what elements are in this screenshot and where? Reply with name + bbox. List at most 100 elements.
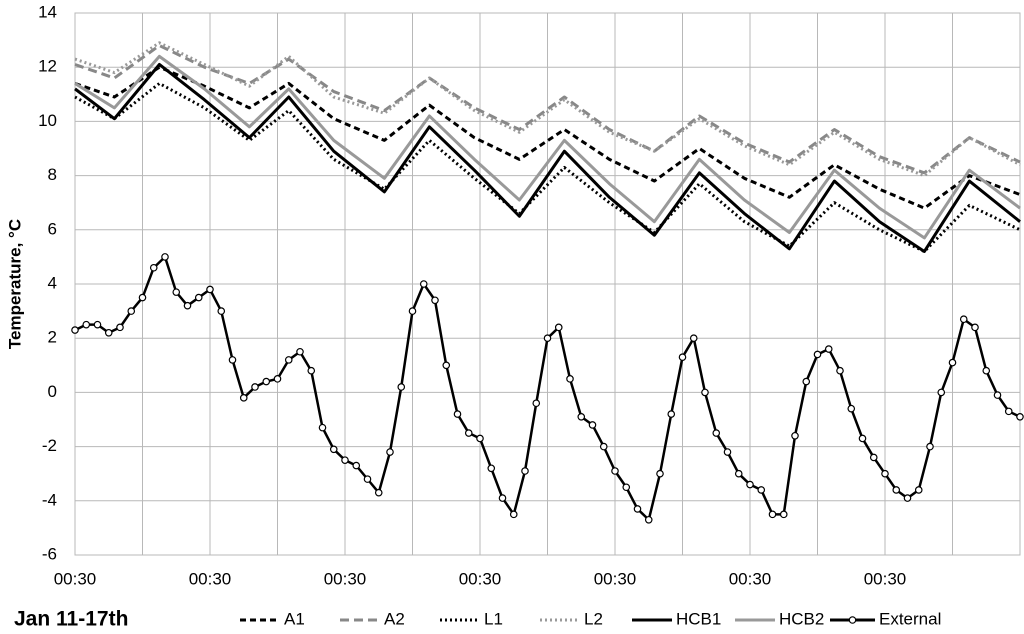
series-marker — [363, 475, 372, 483]
x-tick-label: 00:30 — [189, 569, 232, 588]
legend-label: L2 — [584, 609, 603, 628]
series-marker — [419, 280, 428, 288]
series-marker — [858, 434, 867, 443]
series-marker — [914, 486, 923, 494]
series-marker — [779, 510, 788, 519]
series-marker — [127, 307, 136, 315]
series-marker — [521, 467, 529, 475]
series-marker — [689, 334, 698, 343]
series-marker — [251, 383, 259, 391]
series-marker — [273, 375, 282, 383]
series-marker — [431, 296, 439, 305]
x-axis-label: Jan 11-17th — [14, 608, 128, 631]
plot-border — [74, 12, 1021, 556]
series-marker — [746, 480, 754, 489]
series-marker — [892, 486, 901, 494]
series-marker — [149, 263, 158, 272]
series-marker — [656, 469, 664, 478]
series-marker — [1016, 412, 1024, 421]
series-marker — [374, 488, 383, 497]
series-marker — [116, 323, 124, 332]
series-marker — [948, 358, 957, 367]
legend-marker — [848, 616, 857, 624]
series-marker — [971, 323, 979, 332]
series-marker — [667, 410, 676, 418]
series-marker — [926, 442, 934, 451]
series-line — [74, 65, 1021, 210]
series-marker — [532, 399, 541, 408]
legend-label: L1 — [484, 609, 503, 628]
y-tick-label: 0 — [48, 382, 57, 401]
series-marker — [757, 486, 766, 494]
series-marker — [937, 388, 946, 397]
series-marker — [509, 510, 518, 519]
series-marker — [802, 377, 811, 386]
series-marker — [993, 391, 1002, 399]
y-tick-label: 14 — [38, 2, 57, 21]
y-tick-label: 6 — [48, 219, 57, 238]
series-marker — [723, 448, 732, 456]
series-marker — [869, 453, 878, 462]
series-marker — [352, 461, 361, 470]
series-marker — [183, 301, 192, 310]
series-marker — [476, 434, 484, 443]
series-marker — [329, 445, 338, 454]
series-marker — [408, 307, 417, 315]
series-line — [74, 62, 1021, 253]
series-marker — [543, 334, 552, 343]
series-marker — [498, 494, 507, 502]
series-marker — [82, 320, 91, 329]
series-marker — [824, 345, 833, 353]
series-marker — [566, 375, 574, 383]
series-marker — [813, 350, 822, 359]
series-marker — [93, 320, 102, 329]
series-marker — [194, 293, 203, 302]
x-tick-label: 00:30 — [324, 569, 367, 588]
series-marker — [138, 293, 147, 302]
series-marker — [104, 328, 113, 337]
legend-label: External — [879, 609, 941, 628]
y-tick-label: 10 — [38, 111, 57, 130]
series-marker — [622, 483, 631, 492]
series-marker — [206, 285, 214, 294]
y-tick-label: 12 — [38, 57, 57, 76]
series-marker — [734, 469, 743, 478]
series-marker — [172, 288, 181, 296]
legend-label: HCB2 — [779, 609, 824, 628]
series-marker — [768, 510, 777, 519]
series-marker — [386, 448, 394, 456]
series-marker — [633, 505, 642, 513]
y-axis-label: Temperature, °C — [5, 219, 24, 349]
x-tick-label: 00:30 — [54, 569, 97, 588]
x-tick-label: 00:30 — [864, 569, 907, 588]
series-marker — [644, 515, 653, 524]
y-tick-label: -4 — [42, 490, 57, 509]
y-tick-label: -6 — [42, 544, 57, 563]
series-marker — [239, 394, 248, 402]
y-tick-label: 8 — [48, 165, 57, 184]
series-marker — [982, 366, 991, 375]
series-marker — [453, 410, 462, 418]
series-marker — [442, 361, 451, 370]
series-marker — [464, 429, 473, 437]
series-marker — [712, 429, 721, 437]
series-marker — [397, 383, 406, 391]
series-marker — [611, 467, 619, 475]
series-marker — [262, 377, 271, 386]
series-marker — [1004, 407, 1013, 416]
y-tick-label: 2 — [48, 328, 57, 347]
y-tick-label: 4 — [48, 273, 57, 292]
legend-label: A2 — [384, 609, 405, 628]
series-marker — [217, 307, 226, 315]
series-marker — [791, 431, 799, 440]
legend-label: A1 — [284, 609, 305, 628]
series-marker — [577, 412, 586, 421]
series-marker — [161, 253, 169, 261]
y-tick-label: -2 — [42, 436, 57, 455]
series-line — [74, 41, 1021, 178]
series-line — [74, 81, 1021, 253]
series-marker — [678, 353, 687, 361]
series-marker — [318, 423, 327, 432]
series-marker — [341, 456, 349, 464]
